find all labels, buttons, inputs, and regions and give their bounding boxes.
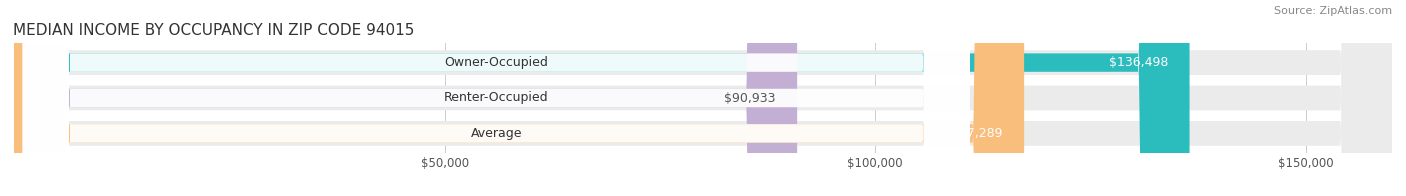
FancyBboxPatch shape	[22, 0, 970, 196]
FancyBboxPatch shape	[14, 0, 1392, 196]
Text: Renter-Occupied: Renter-Occupied	[444, 92, 548, 104]
Text: Owner-Occupied: Owner-Occupied	[444, 56, 548, 69]
Text: Source: ZipAtlas.com: Source: ZipAtlas.com	[1274, 6, 1392, 16]
Text: MEDIAN INCOME BY OCCUPANCY IN ZIP CODE 94015: MEDIAN INCOME BY OCCUPANCY IN ZIP CODE 9…	[13, 23, 413, 38]
FancyBboxPatch shape	[22, 0, 970, 196]
Text: $90,933: $90,933	[724, 92, 776, 104]
FancyBboxPatch shape	[14, 0, 1392, 196]
FancyBboxPatch shape	[14, 0, 797, 196]
FancyBboxPatch shape	[14, 0, 1189, 196]
FancyBboxPatch shape	[14, 0, 1024, 196]
Text: $117,289: $117,289	[943, 127, 1002, 140]
Text: $136,498: $136,498	[1109, 56, 1168, 69]
FancyBboxPatch shape	[22, 0, 970, 196]
Text: Average: Average	[471, 127, 522, 140]
FancyBboxPatch shape	[14, 0, 1392, 196]
